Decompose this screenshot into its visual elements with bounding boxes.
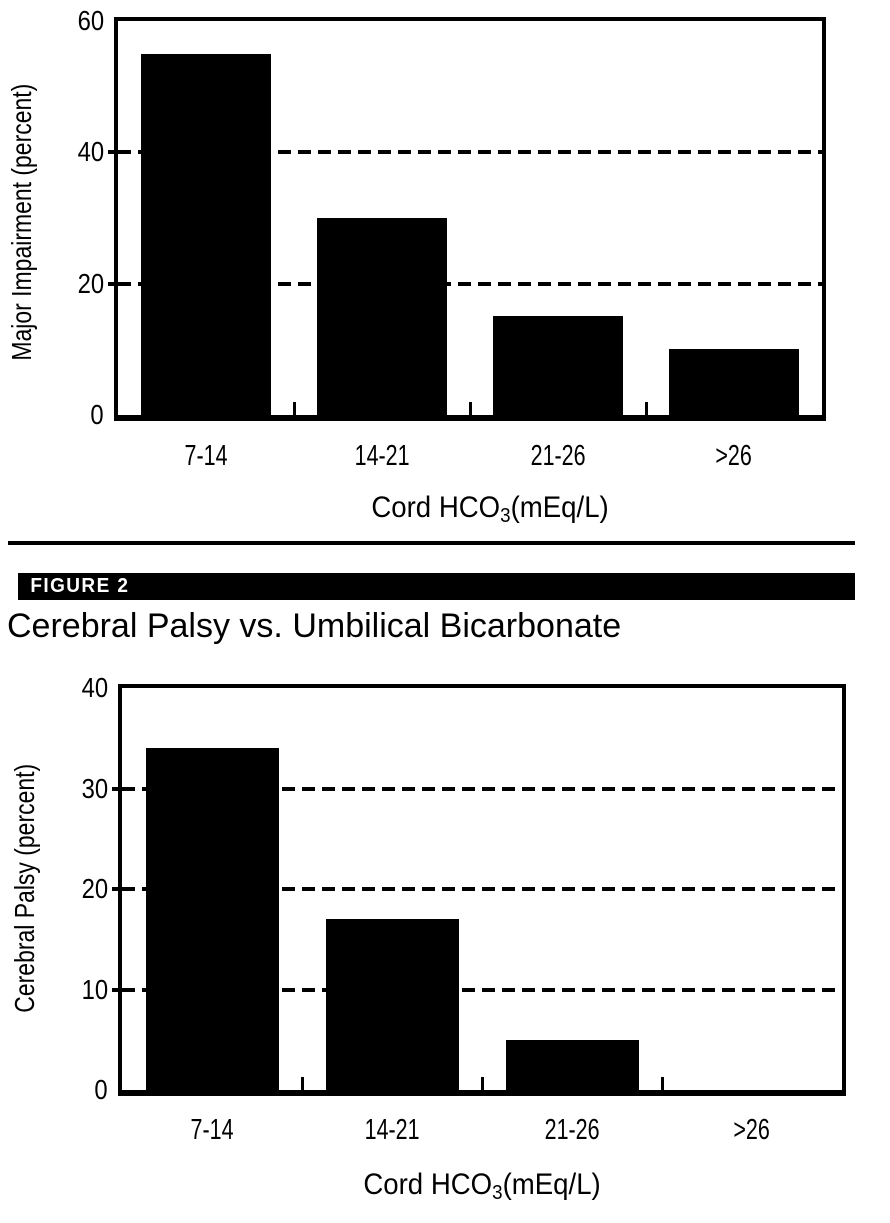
y-axis-tick (112, 786, 122, 791)
x-tick-label-7-14: 7-14 (126, 440, 286, 472)
y-axis-title: Major Impairment (percent) (3, 12, 41, 432)
x-tick-text: 14-21 (354, 440, 410, 472)
y-axis-tick (108, 150, 118, 155)
y-tick-label-0: 0 (28, 1073, 108, 1107)
y-tick-label-20: 20 (24, 267, 104, 301)
x-axis-title-text: Cord HCO3(mEq/L) (371, 491, 609, 528)
y-tick-text: 20 (77, 267, 104, 299)
x-tick-label->26: >26 (654, 440, 814, 472)
y-tick-label-60: 60 (24, 4, 104, 38)
y-axis-tick (108, 281, 118, 286)
section-divider (8, 541, 855, 545)
x-tick-label-14-21: 14-21 (312, 1114, 472, 1146)
y-tick-text: 40 (77, 136, 104, 168)
y-tick-text: 0 (94, 1074, 108, 1105)
gridline-20 (118, 281, 822, 286)
x-axis-tick (644, 402, 648, 415)
y-tick-label-20: 20 (28, 872, 108, 906)
x-tick-text: >26 (733, 1114, 771, 1146)
x-axis-tick (660, 1077, 664, 1090)
y-axis-tick (112, 887, 122, 891)
x-tick-text: 7-14 (190, 1114, 234, 1146)
gridline-40 (118, 150, 822, 155)
x-tick-text: 14-21 (364, 1114, 420, 1146)
x-axis-tick (468, 402, 472, 415)
x-tick-label-7-14: 7-14 (132, 1114, 292, 1146)
bar-7-14 (141, 54, 271, 415)
figure-banner: FIGURE 2 (18, 573, 855, 600)
x-axis-tick (292, 402, 296, 415)
plot-area (118, 684, 846, 1096)
x-axis-tick (480, 1077, 484, 1090)
y-axis-title-text: Cerebral Palsy (percent) (9, 763, 40, 1013)
bar-14-21 (317, 218, 447, 415)
x-tick-label-21-26: 21-26 (478, 440, 638, 472)
x-axis-title: Cord HCO3(mEq/L) (270, 489, 710, 527)
y-tick-label-10: 10 (28, 973, 108, 1007)
y-tick-label-30: 30 (28, 772, 108, 806)
y-tick-text: 60 (77, 5, 104, 36)
x-axis-tick (300, 1077, 304, 1090)
bar-7-14 (146, 748, 279, 1090)
x-tick-text: 21-26 (530, 440, 586, 472)
gridline-20 (122, 887, 842, 891)
x-tick-text: >26 (715, 440, 753, 472)
x-axis-title: Cord HCO3(mEq/L) (262, 1166, 702, 1204)
y-axis-title: Cerebral Palsy (percent) (6, 678, 44, 1098)
y-tick-text: 20 (81, 873, 108, 904)
y-tick-text: 30 (81, 772, 108, 804)
y-tick-text: 40 (81, 672, 108, 703)
x-tick-text: 21-26 (544, 1114, 600, 1146)
figure-label: FIGURE 2 (30, 575, 130, 597)
gridline-10 (122, 987, 842, 992)
bar-21-26 (506, 1040, 639, 1090)
figure-title: Cerebral Palsy vs. Umbilical Bicarbonate (7, 607, 622, 645)
bar-14-21 (326, 919, 459, 1090)
x-tick-text: 7-14 (184, 440, 228, 472)
gridline-30 (122, 786, 842, 791)
x-tick-label-14-21: 14-21 (302, 440, 462, 472)
x-tick-label->26: >26 (672, 1114, 832, 1146)
x-axis-title-text: Cord HCO3(mEq/L) (363, 1168, 601, 1205)
x-tick-label-21-26: 21-26 (492, 1114, 652, 1146)
plot-area (114, 17, 826, 421)
y-axis-title-text: Major Impairment (percent) (6, 83, 37, 361)
y-tick-text: 0 (90, 399, 104, 430)
y-axis-tick (112, 987, 122, 992)
y-tick-label-0: 0 (24, 398, 104, 432)
y-tick-label-40: 40 (24, 135, 104, 169)
bar->26 (669, 349, 799, 415)
y-tick-text: 10 (81, 973, 108, 1005)
bar-21-26 (493, 316, 623, 415)
y-tick-label-40: 40 (28, 671, 108, 705)
